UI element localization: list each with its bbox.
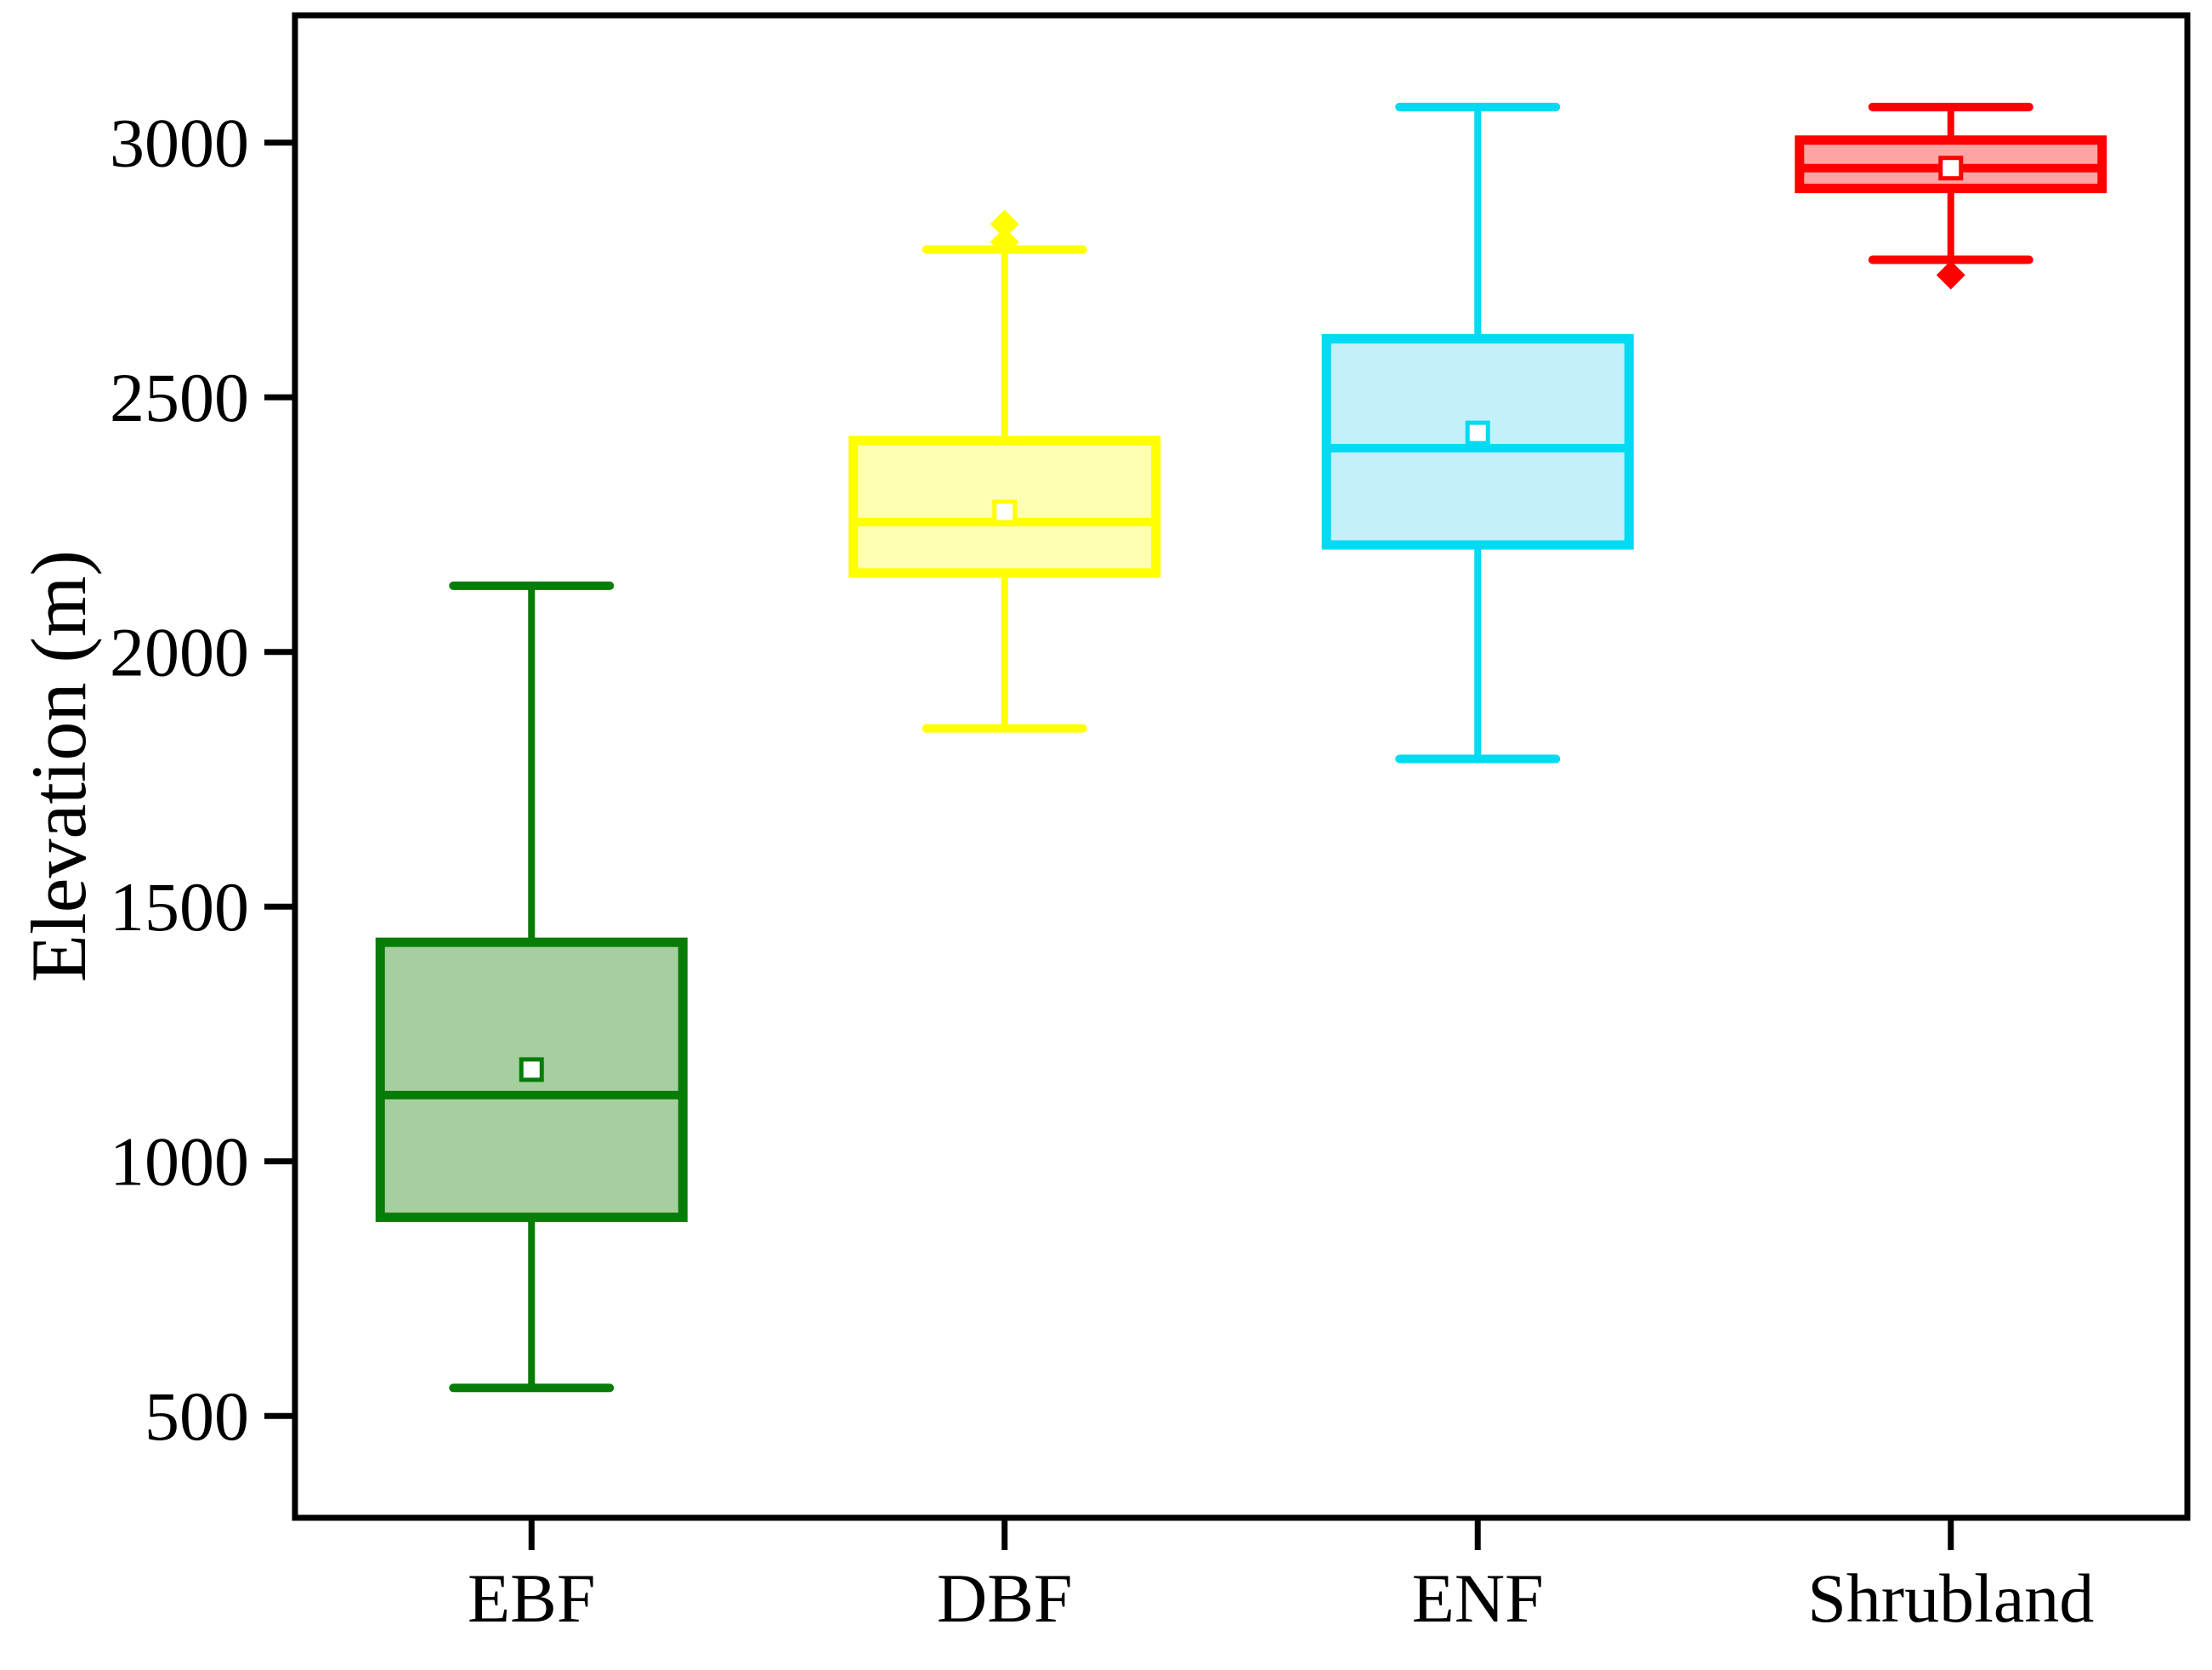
dbf-box-group <box>848 209 1161 733</box>
enf-box-group <box>1321 102 1634 764</box>
y-tick-label-500: 500 <box>145 1377 249 1455</box>
y-tick-label-2000: 2000 <box>110 614 249 691</box>
y-tick-label-1500: 1500 <box>110 868 249 946</box>
x-tick-label-dbf: DBF <box>937 1559 1073 1637</box>
enf-mean-marker <box>1465 420 1490 446</box>
dbf-mean-marker <box>992 499 1018 525</box>
plot-layer: 500 1000 1500 2000 2500 3000 EBF DBF ENF Shrublan… <box>110 12 2191 1637</box>
plot-frame <box>292 12 2191 1521</box>
dbf-outlier-1 <box>990 227 1019 257</box>
ebf-box-group <box>375 581 688 1393</box>
x-tick-label-ebf: EBF <box>468 1559 595 1637</box>
y-tick-label-3000: 3000 <box>110 105 249 182</box>
x-tick-label-shrubland: Shrubland <box>1807 1559 2094 1637</box>
x-tick-label-enf: ENF <box>1412 1559 1544 1637</box>
y-tick-label-1000: 1000 <box>110 1123 249 1201</box>
y-tick-label-2500: 2500 <box>110 359 249 436</box>
dbf-outlier-0 <box>990 209 1019 239</box>
shrubland-mean-marker <box>1938 156 1964 181</box>
shrubland-outlier-0 <box>1936 260 1965 290</box>
shrubland-box-group <box>1795 102 2107 290</box>
ebf-mean-marker <box>519 1057 544 1082</box>
y-axis-title: Elevation (m) <box>15 550 102 982</box>
